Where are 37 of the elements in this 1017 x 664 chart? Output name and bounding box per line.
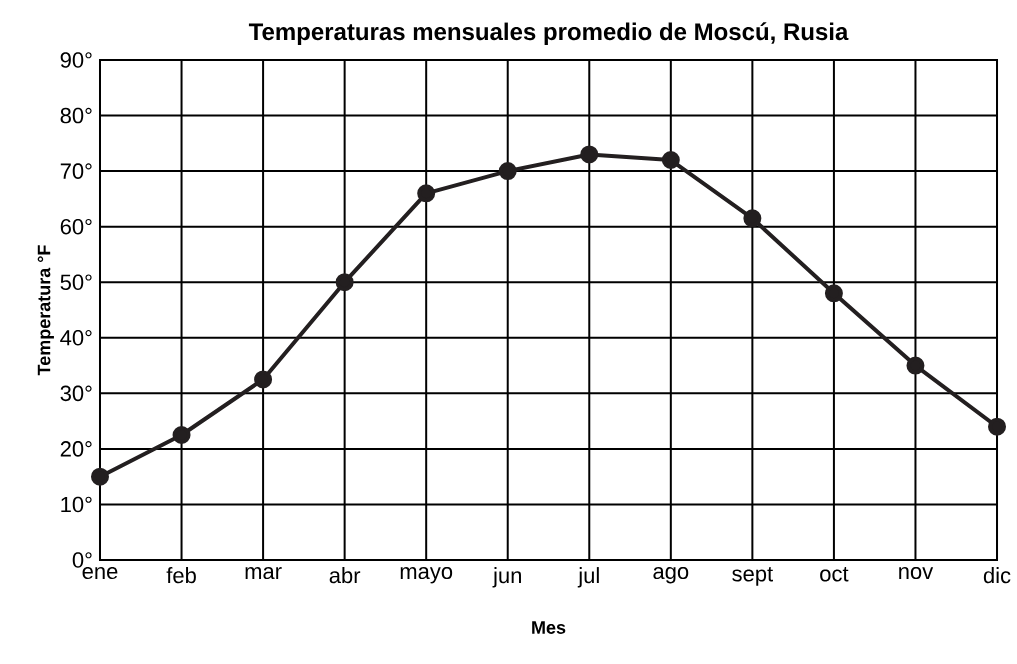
y-tick-label: 0°	[72, 552, 92, 568]
point	[172, 426, 191, 444]
x-tick-label: mar	[245, 567, 282, 580]
x-tick-label: jun	[492, 567, 521, 588]
x-tick-label: dic	[983, 567, 1011, 584]
x-tick-label: abr	[329, 567, 361, 584]
x-tick-label: mayo	[400, 567, 453, 584]
point	[906, 356, 925, 375]
point	[335, 273, 354, 292]
point	[254, 370, 273, 389]
y-tick-label: 90°	[60, 52, 92, 68]
chart-title: Temperaturas mensuales promedio de Moscú, Rusia	[248, 22, 849, 45]
y-tick-label: 70°	[60, 163, 92, 179]
point	[91, 467, 109, 486]
x-tick-label: jul	[577, 567, 599, 588]
x-tick-label: ago	[653, 567, 689, 584]
point	[988, 417, 1007, 436]
y-tick-label: 10°	[61, 496, 92, 513]
point	[824, 284, 843, 303]
y-axis-title: Temperatura °F	[37, 245, 54, 376]
y-tick-label: 40°	[60, 330, 92, 346]
x-axis-title: Mes	[532, 621, 566, 634]
x-tick-label: feb	[166, 567, 196, 584]
y-tick-label: 30°	[60, 385, 92, 402]
point	[580, 145, 599, 164]
x-tick-label: ene	[82, 567, 118, 580]
x-tick-label: sept	[732, 567, 773, 586]
y-tick-label: 80°	[60, 107, 92, 124]
y-tick-label: 20°	[60, 441, 92, 457]
point	[743, 209, 762, 228]
x-tick-label: nov	[899, 567, 934, 580]
point	[417, 184, 436, 203]
y-tick-label: 50°	[60, 274, 92, 291]
point	[661, 151, 680, 170]
x-tick-label: oct	[820, 567, 849, 582]
y-tick-label: 60°	[60, 218, 92, 235]
point	[498, 162, 517, 181]
